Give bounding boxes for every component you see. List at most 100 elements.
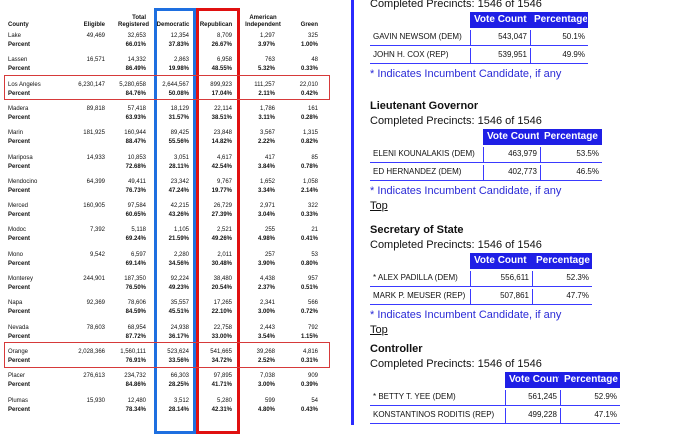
percent-cell: 0.31% [300,357,318,364]
registration-table: County Eligible Total Registered Democratic… [0,0,338,434]
percentage: 50.1% [530,30,588,46]
percent-cell: 0.28% [300,114,318,121]
count-cell: 54 [311,397,318,404]
count-cell: 2,971 [259,203,275,210]
count-cell: 181,925 [83,130,105,137]
county-name: Monterey [8,276,34,282]
count-cell: 22,010 [299,81,318,88]
percent-cell: 3.11% [258,114,275,121]
candidate-name: * ALEX PADILLA (DEM) [370,271,470,287]
percent-cell: 3.34% [257,187,275,194]
percent-cell: 19.98% [168,66,189,73]
candidate-name: JOHN H. COX (REP) [370,48,470,64]
count-cell: 49,411 [128,178,146,185]
percent-cell: 66.01% [125,42,146,48]
count-cell: 42,215 [170,203,189,210]
percent-cell: 33.00% [211,333,232,340]
candidate-name: KONSTANTINOS RODITIS (REP) [370,408,505,424]
count-cell: 9,542 [89,251,105,258]
results-header: Vote Count Percentage [370,253,670,269]
header-total: Total Registered [118,15,150,28]
count-cell: 111,257 [254,81,275,88]
vote-count: 556,611 [470,271,532,287]
percent-cell: 86.49% [125,66,146,73]
count-cell: 325 [307,33,318,39]
percent-cell: 87.72% [125,333,146,340]
count-cell: 417 [264,154,275,161]
column-header: Percentage [532,253,592,269]
column-header: Vote Count [470,253,532,269]
percent-cell: 22.10% [211,309,232,316]
top-link[interactable]: Top [370,200,388,212]
percent-label: Percent [8,66,31,73]
percent-cell: 3.00% [257,309,275,316]
percent-cell: 43.26% [168,212,189,219]
percent-cell: 0.78% [300,163,318,170]
count-cell: 4,617 [216,154,232,161]
percent-cell: 69.24% [125,236,146,243]
percent-cell: 0.51% [300,285,318,291]
vote-count: 507,861 [470,289,532,305]
percent-label: Percent [8,139,31,146]
percent-cell: 4.98% [257,236,275,243]
count-cell: 2,028,366 [78,348,105,355]
percent-cell: 47.24% [168,187,189,194]
candidate-name: GAVIN NEWSOM (DEM) [370,30,470,46]
percent-cell: 63.93% [125,114,146,121]
count-cell: 32,653 [127,33,146,39]
county-name: Nevada [8,324,29,331]
county-name: Mariposa [8,154,33,161]
count-cell: 92,369 [86,300,105,307]
top-link[interactable]: Top [370,324,388,336]
percent-cell: 49.23% [168,285,189,291]
percent-label: Percent [8,90,31,97]
percent-cell: 34.56% [168,260,189,267]
percent-label: Percent [8,42,31,48]
percentage: 47.1% [560,408,620,424]
candidate-row: GAVIN NEWSOM (DEM) 543,047 50.1% [370,30,670,46]
count-cell: 8,709 [216,33,232,39]
count-cell: 17,265 [213,300,232,307]
percent-label: Percent [8,163,31,170]
count-cell: 1,652 [259,178,275,185]
county-name: Plumas [8,397,29,404]
percent-cell: 28.25% [168,382,189,389]
count-cell: 234,732 [124,373,146,380]
percent-label: Percent [8,260,31,267]
percent-label: Percent [8,285,31,291]
percent-cell: 5.32% [257,66,275,73]
header-eligible: Eligible [83,22,105,28]
vote-count: 543,047 [470,30,530,46]
vote-count: 463,979 [483,147,540,163]
race-title: Lieutenant Governor [370,100,479,112]
column-header: Vote Count [470,12,530,28]
count-cell: 26,729 [213,203,232,210]
count-cell: 78,606 [127,300,146,307]
candidate-row: ELENI KOUNALAKIS (DEM) 463,979 53.5% [370,147,670,163]
count-cell: 15,930 [86,397,105,404]
percent-cell: 36.17% [168,333,189,340]
county-name: Orange [8,348,29,355]
percent-cell: 34.72% [211,357,232,364]
percent-cell: 84.59% [125,309,146,316]
count-cell: 4,816 [302,348,318,355]
count-cell: 2,280 [173,251,189,258]
candidate-row: * ALEX PADILLA (DEM) 556,611 52.3% [370,271,670,287]
percent-cell: 2.22% [257,139,275,146]
header-ai: American Independent [245,15,281,28]
county-name: Los Angeles [8,81,41,88]
percent-cell: 0.42% [300,90,318,97]
precincts: Completed Precincts: 1546 of 1546 [370,239,542,251]
count-cell: 3,051 [173,154,189,161]
county-name: Mono [8,251,24,258]
percent-cell: 30.48% [211,260,232,267]
count-cell: 97,584 [127,203,146,210]
percent-label: Percent [8,236,31,243]
percent-cell: 48.55% [211,66,232,73]
percent-cell: 37.83% [168,42,189,48]
county-name: Marin [8,130,24,137]
percent-cell: 76.73% [125,187,146,194]
county-name: Merced [8,203,29,210]
count-cell: 7,392 [89,227,105,234]
precincts: Completed Precincts: 1546 of 1546 [370,0,542,10]
